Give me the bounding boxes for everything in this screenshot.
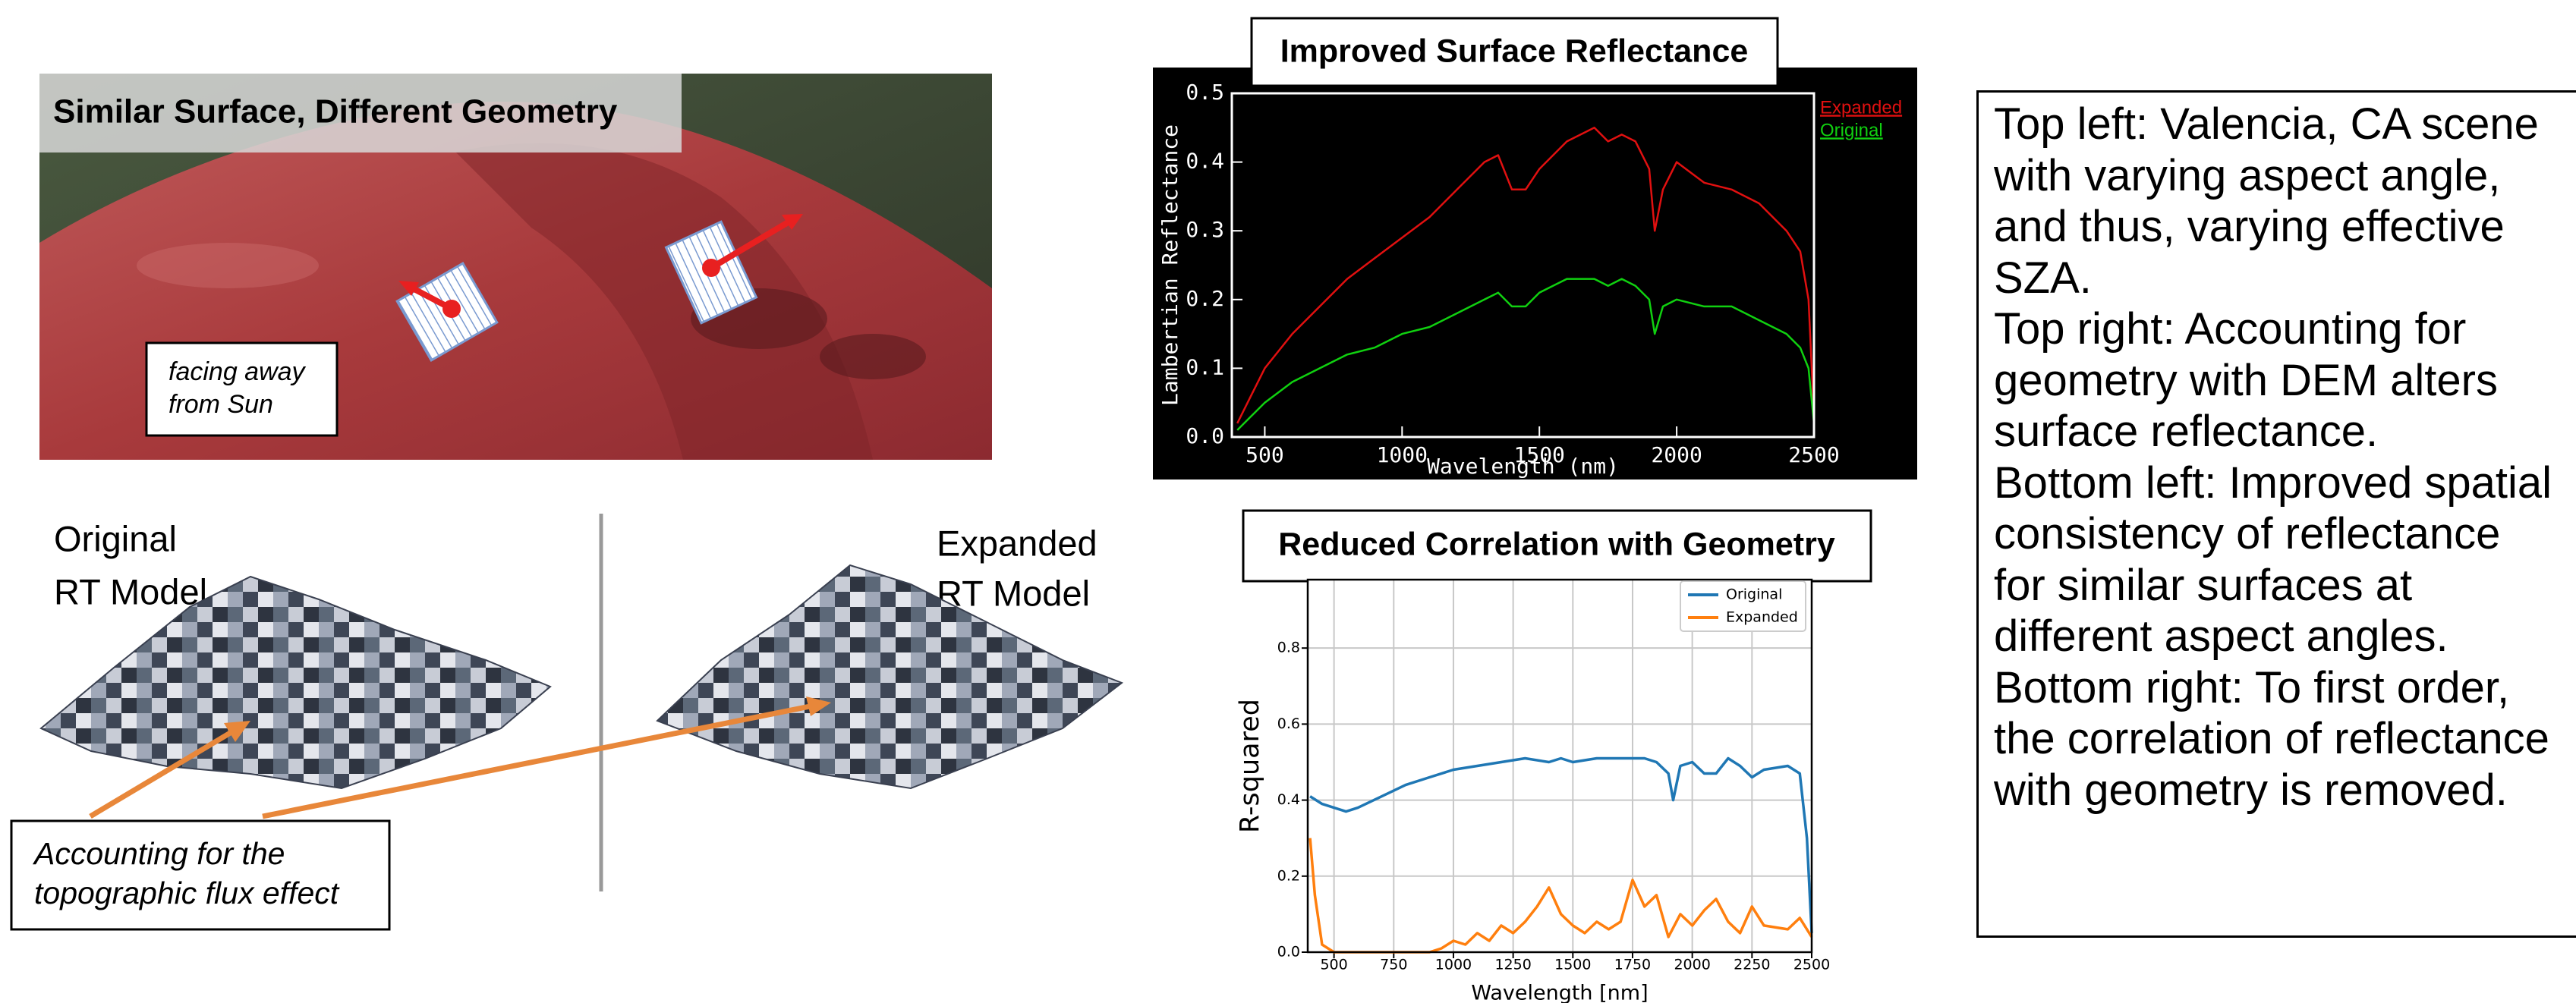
description-line: Bottom right: To first order, bbox=[1994, 662, 2576, 714]
description-line: Top right: Accounting for bbox=[1994, 303, 2576, 355]
description-line: consistency of reflectance bbox=[1994, 508, 2576, 560]
legend-label: Original bbox=[1820, 120, 1883, 140]
x-tick-label: 1250 bbox=[1494, 957, 1531, 973]
y-axis-label: R-squared bbox=[1235, 699, 1265, 833]
x-tick-label: 1750 bbox=[1614, 957, 1651, 973]
note-text: from Sun bbox=[168, 390, 273, 419]
legend-label: Expanded bbox=[1726, 609, 1798, 626]
y-tick-label: 0.3 bbox=[1186, 217, 1224, 242]
x-tick-label: 1000 bbox=[1377, 442, 1428, 467]
y-tick-label: 0.1 bbox=[1186, 354, 1224, 379]
x-axis-label: Wavelength [nm] bbox=[1471, 982, 1648, 1003]
photo-title: Similar Surface, Different Geometry bbox=[53, 93, 618, 130]
slide: { "top_left": { "title": "Similar Surfac… bbox=[0, 0, 2576, 1003]
description-line: the correlation of reflectance bbox=[1994, 713, 2576, 765]
x-tick-label: 750 bbox=[1380, 957, 1407, 973]
y-tick-label: 0.6 bbox=[1277, 715, 1300, 732]
arrow-dot bbox=[442, 300, 461, 318]
description-line: with geometry is removed. bbox=[1994, 765, 2576, 816]
description-line: Bottom left: Improved spatial bbox=[1994, 457, 2576, 509]
arrow-dot bbox=[702, 259, 720, 277]
x-tick-label: 500 bbox=[1320, 957, 1347, 973]
x-tick-label: 500 bbox=[1245, 442, 1284, 467]
y-tick-label: 0.8 bbox=[1277, 640, 1300, 656]
x-tick-label: 2500 bbox=[1793, 957, 1830, 973]
description-line: and thus, varying effective bbox=[1994, 201, 2576, 253]
chart-title: Improved Surface Reflectance bbox=[1280, 33, 1749, 69]
y-axis-label: Lambertian Reflectance bbox=[1157, 124, 1183, 406]
y-tick-label: 0.4 bbox=[1186, 149, 1224, 174]
x-tick-label: 2000 bbox=[1674, 957, 1710, 973]
description-line: geometry with DEM alters bbox=[1994, 355, 2576, 407]
y-tick-label: 0.2 bbox=[1186, 286, 1224, 311]
description-line: Top left: Valencia, CA scene bbox=[1994, 99, 2576, 150]
description-line: different aspect angles. bbox=[1994, 611, 2576, 662]
description-line: SZA. bbox=[1994, 253, 2576, 304]
y-tick-label: 0.0 bbox=[1277, 944, 1300, 961]
x-axis-label: Wavelength (nm) bbox=[1427, 454, 1619, 479]
legend-label: Original bbox=[1726, 586, 1782, 603]
description-line: for similar surfaces at bbox=[1994, 560, 2576, 612]
description-line: with varying aspect angle, bbox=[1994, 150, 2576, 202]
model-label: Expanded bbox=[937, 523, 1097, 563]
model-label: RT Model bbox=[54, 571, 207, 612]
y-tick-label: 0.0 bbox=[1186, 423, 1224, 448]
y-tick-label: 0.5 bbox=[1186, 80, 1224, 105]
callout-text: Accounting for the bbox=[32, 836, 285, 871]
model-label: Original bbox=[54, 518, 177, 558]
note-text: facing away bbox=[168, 357, 307, 386]
plot-area bbox=[1308, 580, 1812, 952]
callout-text: topographic flux effect bbox=[34, 876, 340, 910]
x-tick-label: 2250 bbox=[1734, 957, 1770, 973]
chart-title: Reduced Correlation with Geometry bbox=[1278, 526, 1835, 562]
chart-background bbox=[1153, 68, 1917, 479]
x-tick-label: 1000 bbox=[1435, 957, 1472, 973]
legend-label: Expanded bbox=[1820, 97, 1902, 118]
x-tick-label: 1500 bbox=[1554, 957, 1591, 973]
description-line: surface reflectance. bbox=[1994, 406, 2576, 457]
x-tick-label: 2500 bbox=[1788, 442, 1839, 467]
y-tick-label: 0.4 bbox=[1277, 791, 1300, 808]
model-label: RT Model bbox=[937, 573, 1090, 613]
y-tick-label: 0.2 bbox=[1277, 867, 1300, 884]
x-tick-label: 2000 bbox=[1651, 442, 1702, 467]
